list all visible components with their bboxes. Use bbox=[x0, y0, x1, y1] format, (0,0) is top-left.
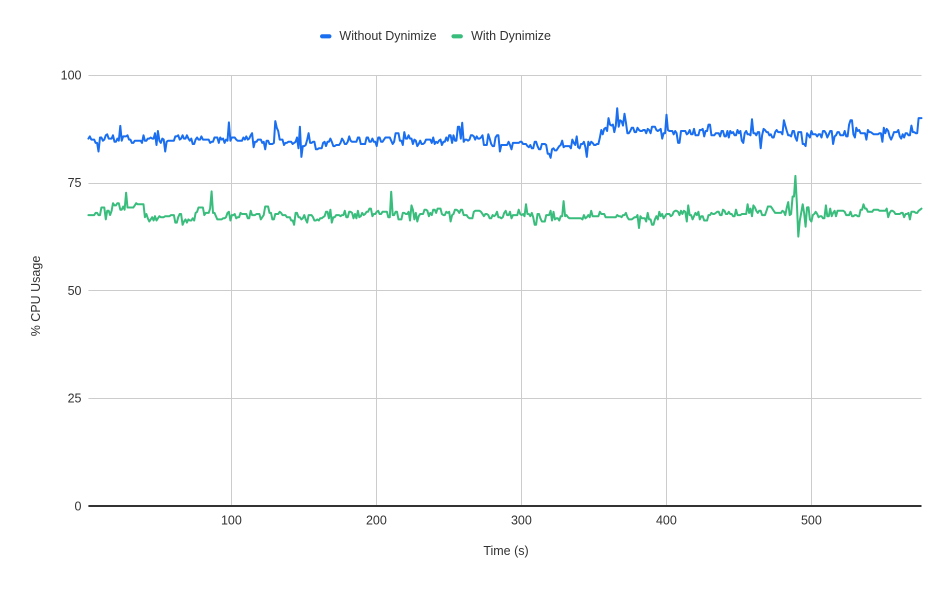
svg-text:100: 100 bbox=[221, 514, 242, 528]
svg-text:Time (s): Time (s) bbox=[483, 544, 528, 558]
svg-text:With Dynimize: With Dynimize bbox=[471, 29, 551, 43]
svg-text:300: 300 bbox=[511, 514, 532, 528]
svg-text:75: 75 bbox=[68, 176, 82, 190]
svg-text:0: 0 bbox=[75, 499, 82, 513]
svg-text:% CPU Usage: % CPU Usage bbox=[29, 256, 43, 337]
svg-text:50: 50 bbox=[68, 284, 82, 298]
svg-text:Without Dynimize: Without Dynimize bbox=[339, 29, 436, 43]
svg-text:400: 400 bbox=[656, 514, 677, 528]
svg-text:25: 25 bbox=[68, 392, 82, 406]
svg-text:200: 200 bbox=[366, 514, 387, 528]
svg-text:500: 500 bbox=[801, 514, 822, 528]
svg-text:100: 100 bbox=[61, 68, 82, 82]
